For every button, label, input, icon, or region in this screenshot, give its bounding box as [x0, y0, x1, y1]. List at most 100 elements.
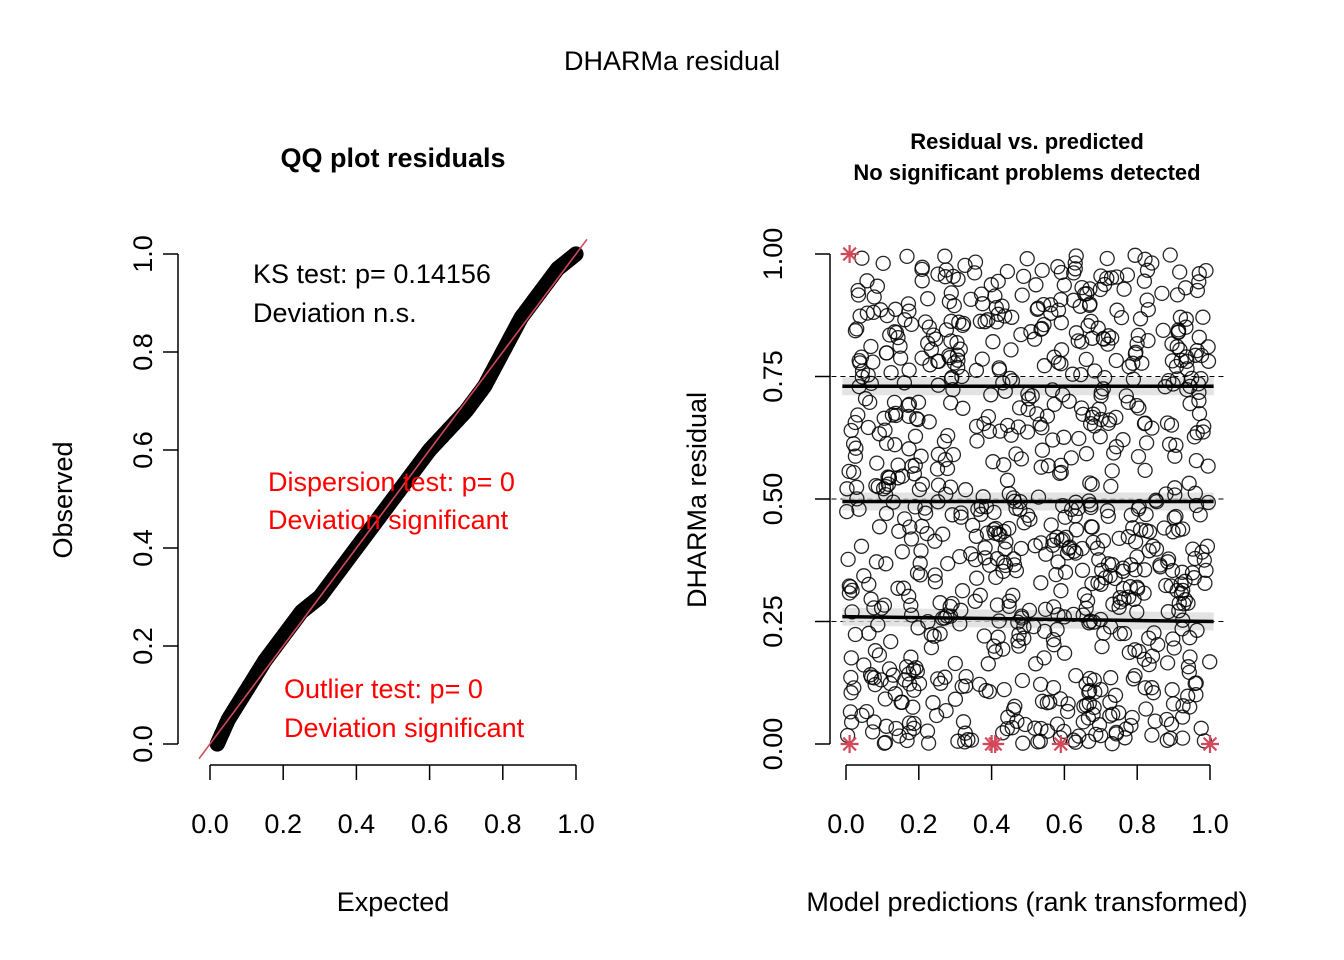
- residual-point: [851, 352, 867, 369]
- residual-point: [847, 414, 863, 431]
- qq-ylabel: Observed: [48, 441, 78, 558]
- residual-point: [1068, 522, 1085, 538]
- residual-point: [946, 297, 962, 314]
- residual-point: [972, 587, 988, 603]
- residual-point: [1052, 465, 1068, 482]
- residual-point: [929, 461, 946, 477]
- residual-point: [1082, 281, 1098, 297]
- qq-y-tick-label: 0.0: [128, 725, 158, 763]
- residual-point: [1198, 262, 1214, 279]
- residual-point: [943, 285, 959, 301]
- residual-point: [981, 557, 998, 573]
- residual-point: [996, 457, 1012, 473]
- residual-point: [1078, 351, 1094, 368]
- residual-point: [1092, 429, 1108, 445]
- residual-point: [991, 613, 1007, 629]
- residual-point: [1014, 287, 1030, 303]
- residual-point: [925, 327, 942, 343]
- qq-point: [568, 246, 584, 262]
- residual-point: [968, 362, 985, 379]
- residual-point: [909, 410, 925, 427]
- residual-point: [890, 457, 906, 473]
- residual-point: [881, 470, 897, 486]
- residual-point: [1022, 511, 1038, 528]
- residual-point: [848, 479, 865, 495]
- outlier-marker: [1201, 735, 1219, 753]
- residual-point: [973, 498, 990, 515]
- residual-point: [1001, 593, 1017, 609]
- residual-point: [906, 715, 922, 732]
- residual-point: [1162, 247, 1178, 263]
- residual-point: [1059, 703, 1076, 720]
- residual-point: [923, 626, 939, 643]
- residual-point: [1127, 667, 1143, 684]
- outlier-marker: [1051, 735, 1070, 753]
- residual-point: [941, 293, 958, 310]
- residual-point: [1170, 324, 1186, 341]
- residual-point: [953, 505, 969, 521]
- residual-point: [954, 583, 971, 599]
- residual-point: [858, 703, 875, 720]
- residual-point: [1166, 640, 1182, 656]
- residual-point: [1189, 425, 1205, 441]
- residual-point: [1138, 701, 1154, 717]
- qq-y-tick-label: 0.4: [128, 529, 158, 567]
- residual-point: [871, 426, 887, 442]
- residual-point: [1191, 274, 1207, 290]
- residual-point: [869, 455, 885, 471]
- residual-point: [910, 411, 926, 428]
- residual-point: [1109, 302, 1125, 318]
- residual-point: [999, 417, 1016, 434]
- residual-point: [1001, 598, 1017, 615]
- residual-point: [1137, 680, 1153, 696]
- residual-point: [867, 676, 883, 693]
- residual-point: [1034, 320, 1050, 337]
- residual-point: [1056, 277, 1072, 293]
- residual-point: [1033, 459, 1049, 475]
- residual-point: [886, 394, 903, 411]
- residual-point: [952, 341, 968, 357]
- residual-point: [971, 676, 988, 693]
- residual-point: [910, 394, 927, 410]
- residual-y-tick-label: 0.75: [758, 350, 788, 403]
- residual-point: [920, 735, 937, 751]
- residual-point: [960, 732, 976, 748]
- residual-point: [901, 715, 918, 731]
- residual-point: [1078, 446, 1095, 462]
- residual-point: [887, 686, 903, 702]
- residual-point: [969, 570, 985, 586]
- residual-point: [903, 531, 920, 547]
- residual-point: [906, 682, 922, 698]
- residual-point: [882, 327, 898, 343]
- residual-point: [1004, 309, 1020, 325]
- residual-point: [996, 554, 1012, 570]
- residual-point: [1084, 409, 1100, 426]
- residual-point: [1192, 507, 1208, 523]
- residual-point: [1072, 298, 1088, 314]
- residual-point: [901, 441, 917, 457]
- residual-point: [853, 349, 870, 365]
- residual-point: [842, 704, 859, 720]
- residual-point: [1043, 517, 1059, 533]
- residual-point: [930, 671, 946, 687]
- residual-point: [1013, 326, 1029, 343]
- residual-point: [1103, 670, 1119, 686]
- residual-point: [972, 313, 989, 329]
- residual-point: [1129, 549, 1145, 565]
- residual-x-tick-label: 0.4: [973, 809, 1011, 839]
- residual-point: [1057, 509, 1073, 525]
- residual-point: [871, 519, 888, 535]
- residual-point: [843, 650, 859, 666]
- residual-point: [1159, 415, 1176, 431]
- residual-point: [1172, 342, 1188, 358]
- residual-point: [1044, 382, 1061, 398]
- residual-point: [943, 333, 959, 349]
- residual-point: [1024, 388, 1040, 404]
- residual-y-tick-label: 0.50: [758, 473, 788, 526]
- residual-point: [843, 422, 859, 439]
- residual-point: [1163, 417, 1180, 433]
- residual-point: [1174, 730, 1191, 746]
- residual-point: [1019, 251, 1035, 267]
- residual-point: [1053, 264, 1069, 281]
- residual-point: [1057, 564, 1074, 580]
